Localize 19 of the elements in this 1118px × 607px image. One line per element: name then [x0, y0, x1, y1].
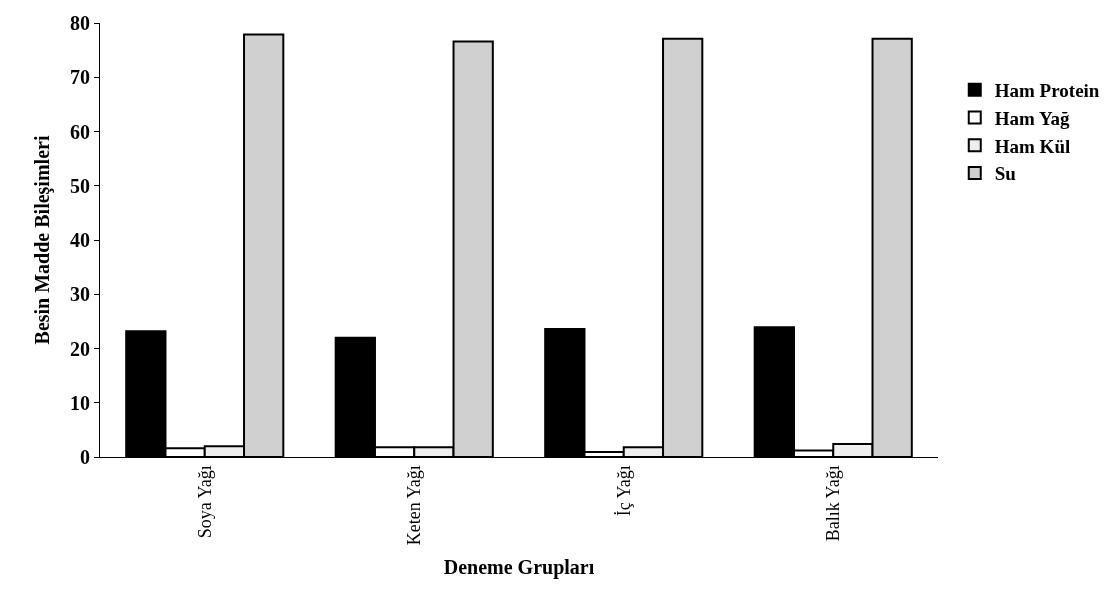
- y-tick-label: 80: [70, 12, 90, 34]
- legend-label: Ham Protein: [994, 80, 1100, 102]
- y-tick-label: 50: [70, 174, 90, 197]
- y-tick-label: 10: [70, 391, 90, 414]
- y-tick-label: 20: [70, 337, 90, 360]
- y-tick-label: 30: [70, 283, 90, 306]
- x-tick-label: Balık Yağı: [823, 465, 844, 542]
- legend-label: Su: [994, 163, 1017, 185]
- x-axis-title: Deneme Grupları: [443, 555, 595, 579]
- y-axis-title: Besin Madde Bileşimleri: [30, 135, 54, 345]
- y-tick-label: 70: [70, 66, 90, 89]
- y-tick-label: 60: [70, 120, 90, 143]
- legend-label: Ham Kül: [994, 135, 1071, 157]
- legend-label: Ham Yağ: [994, 107, 1071, 129]
- y-tick-label: 0: [80, 446, 90, 468]
- x-tick-label: İç Yağı: [613, 465, 634, 517]
- x-tick-label: Soya Yağı: [194, 465, 215, 539]
- y-tick-label: 40: [70, 229, 90, 251]
- x-tick-label: Keten Yağı: [404, 465, 425, 546]
